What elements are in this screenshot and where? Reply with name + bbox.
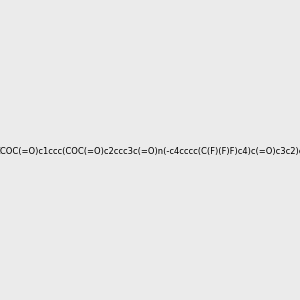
Text: CCOC(=O)c1ccc(COC(=O)c2ccc3c(=O)n(-c4cccc(C(F)(F)F)c4)c(=O)c3c2)cc1: CCOC(=O)c1ccc(COC(=O)c2ccc3c(=O)n(-c4ccc… [0,147,300,156]
